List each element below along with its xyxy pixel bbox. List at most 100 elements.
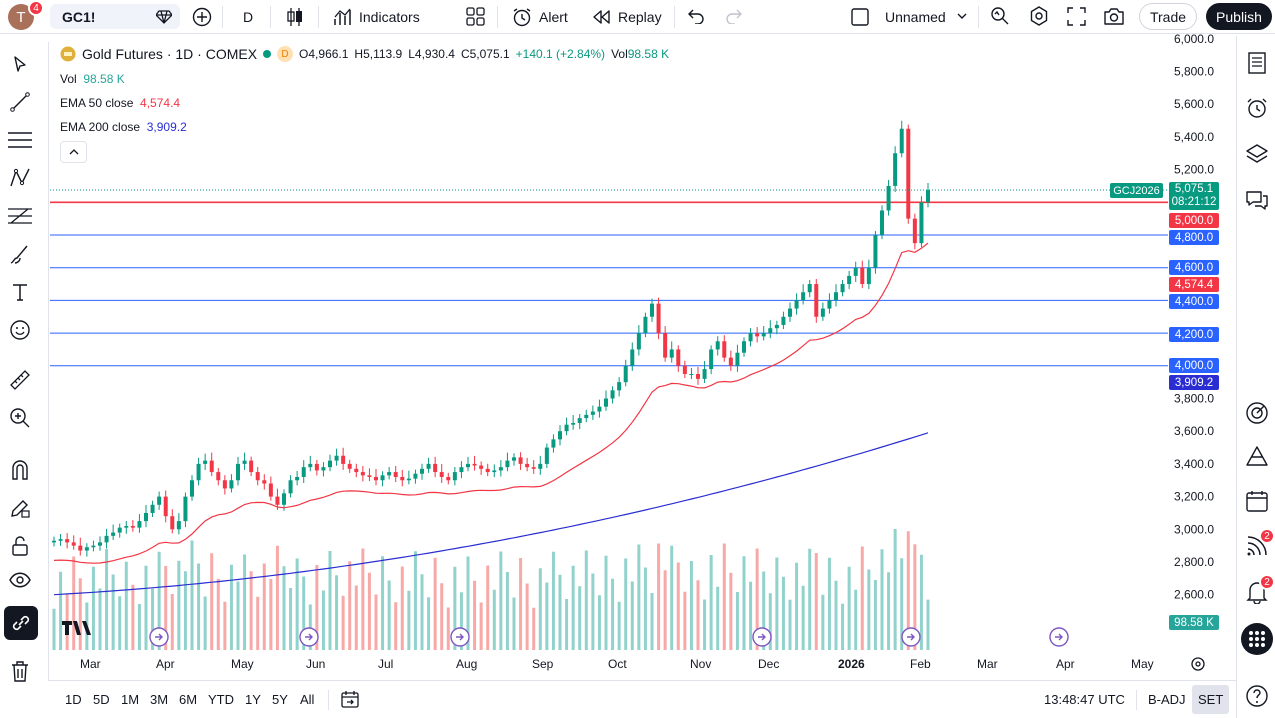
candle-body[interactable]: [472, 463, 477, 466]
candle-body[interactable]: [216, 472, 221, 481]
candle-body[interactable]: [512, 457, 516, 461]
candle-body[interactable]: [275, 496, 280, 505]
indicator-ema50-row[interactable]: EMA 50 close 4,574.4: [60, 96, 180, 110]
chat-icon[interactable]: [1245, 188, 1269, 212]
fullscreen-icon[interactable]: [1067, 7, 1086, 26]
text-icon[interactable]: [8, 280, 32, 304]
session-toggle[interactable]: SET: [1192, 685, 1230, 714]
candle-body[interactable]: [788, 308, 792, 317]
trash-icon[interactable]: [8, 660, 32, 684]
collapse-legend-button[interactable]: [60, 141, 87, 163]
candle-body[interactable]: [98, 542, 102, 546]
candle-body[interactable]: [840, 284, 845, 293]
candle-body[interactable]: [413, 473, 418, 479]
candle-body[interactable]: [406, 478, 411, 481]
candle-body[interactable]: [525, 463, 530, 468]
trade-button[interactable]: Trade: [1139, 3, 1197, 30]
candle-body[interactable]: [111, 532, 116, 536]
candle-body[interactable]: [130, 526, 135, 528]
candle-body[interactable]: [268, 483, 273, 497]
range-1d[interactable]: 1D: [65, 692, 82, 707]
candle-body[interactable]: [314, 463, 319, 471]
candle-body[interactable]: [623, 365, 628, 383]
candle-body[interactable]: [144, 512, 148, 522]
economic-event-marker[interactable]: [1049, 627, 1069, 647]
candle-body[interactable]: [150, 504, 155, 513]
candle-body[interactable]: [124, 526, 129, 528]
adjustment-toggle[interactable]: B-ADJ: [1148, 692, 1186, 707]
candle-body[interactable]: [899, 128, 904, 154]
candle-body[interactable]: [498, 467, 503, 471]
candle-body[interactable]: [196, 463, 201, 481]
range-ytd[interactable]: YTD: [208, 692, 234, 707]
indicators-button[interactable]: Indicators: [333, 4, 420, 29]
tradingview-logo[interactable]: [62, 620, 94, 641]
symbol-search[interactable]: GC1!: [50, 4, 180, 29]
candle-body[interactable]: [170, 516, 175, 530]
camera-icon[interactable]: [1103, 7, 1125, 26]
candle-body[interactable]: [558, 431, 562, 440]
candle-body[interactable]: [203, 460, 208, 464]
candle-body[interactable]: [426, 463, 431, 469]
candle-body[interactable]: [341, 455, 346, 464]
candle-body[interactable]: [728, 357, 733, 366]
candle-body[interactable]: [104, 535, 109, 543]
economic-event-marker[interactable]: [450, 627, 470, 647]
candle-body[interactable]: [617, 382, 622, 391]
economic-event-marker[interactable]: [752, 627, 772, 647]
candle-body[interactable]: [656, 303, 661, 334]
range-3m[interactable]: 3M: [150, 692, 169, 707]
cursor-icon[interactable]: [8, 52, 32, 76]
publish-button[interactable]: Publish: [1206, 3, 1272, 30]
candle-body[interactable]: [544, 447, 549, 464]
candle-body[interactable]: [755, 333, 760, 337]
candle-body[interactable]: [860, 267, 865, 285]
candle-body[interactable]: [774, 324, 779, 329]
candle-body[interactable]: [669, 349, 674, 358]
candle-body[interactable]: [650, 303, 654, 317]
candle-body[interactable]: [288, 480, 293, 494]
candle-body[interactable]: [853, 267, 858, 276]
candle-body[interactable]: [466, 463, 470, 468]
candle-body[interactable]: [577, 418, 582, 424]
candle-body[interactable]: [222, 480, 227, 489]
undo-icon[interactable]: [687, 8, 705, 24]
candle-body[interactable]: [886, 185, 891, 211]
candle-body[interactable]: [459, 467, 464, 473]
watchlist-icon[interactable]: [1245, 51, 1269, 75]
candle-body[interactable]: [781, 316, 786, 325]
pattern-icon[interactable]: [8, 166, 32, 190]
economic-event-marker[interactable]: [149, 627, 169, 647]
layout-icon[interactable]: [850, 7, 870, 27]
candle-body[interactable]: [334, 455, 339, 461]
trend-line-icon[interactable]: [8, 90, 32, 114]
candle-body[interactable]: [78, 545, 83, 551]
diamond-icon[interactable]: [156, 10, 172, 24]
candle-body[interactable]: [157, 496, 162, 505]
calendar-goto-icon[interactable]: [340, 689, 360, 709]
link-icon[interactable]: [4, 606, 38, 640]
candle-body[interactable]: [584, 414, 589, 419]
add-symbol-icon[interactable]: [192, 7, 212, 27]
candle-body[interactable]: [190, 480, 194, 497]
candle-body[interactable]: [820, 308, 825, 317]
candle-body[interactable]: [163, 496, 168, 517]
alerts-clock-icon[interactable]: [1245, 96, 1269, 120]
candle-body[interactable]: [715, 341, 720, 350]
candle-body[interactable]: [742, 341, 746, 353]
candle-body[interactable]: [866, 267, 871, 285]
quick-search-icon[interactable]: [990, 6, 1010, 27]
candle-body[interactable]: [919, 202, 924, 244]
delayed-badge[interactable]: D: [277, 46, 294, 62]
ruler-icon[interactable]: [8, 368, 32, 392]
candle-body[interactable]: [374, 476, 378, 481]
candle-body[interactable]: [531, 467, 536, 469]
candle-body[interactable]: [676, 349, 681, 366]
candle-body[interactable]: [321, 467, 326, 471]
templates-icon[interactable]: [466, 7, 485, 26]
candle-body[interactable]: [682, 365, 687, 374]
magnet-icon[interactable]: [8, 458, 32, 482]
candle-body[interactable]: [880, 210, 884, 235]
candle-body[interactable]: [590, 411, 595, 415]
candle-body[interactable]: [702, 369, 707, 379]
